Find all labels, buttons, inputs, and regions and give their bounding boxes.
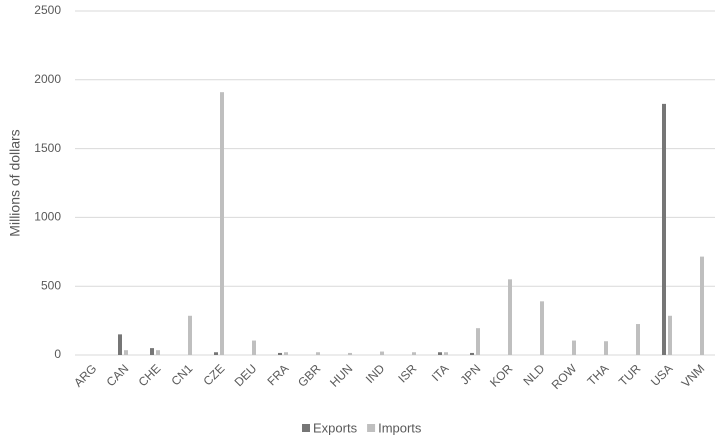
x-tick-label: DEU bbox=[232, 361, 260, 389]
bar bbox=[278, 352, 282, 355]
bar bbox=[412, 352, 416, 355]
y-axis-label: Millions of dollars bbox=[7, 129, 23, 236]
x-tick-label: CN1 bbox=[168, 361, 195, 388]
bar bbox=[572, 340, 576, 355]
x-tick-label: CAN bbox=[104, 361, 132, 389]
x-tick-label: USA bbox=[648, 361, 675, 388]
bar bbox=[662, 103, 666, 355]
legend-label: Exports bbox=[313, 420, 358, 435]
bar bbox=[540, 301, 544, 355]
bar bbox=[604, 341, 608, 355]
bar bbox=[438, 352, 442, 355]
bar bbox=[284, 352, 288, 355]
x-tick-label: TUR bbox=[616, 361, 644, 389]
bar bbox=[124, 350, 128, 355]
y-tick-label: 1500 bbox=[34, 141, 61, 155]
x-tick-label: VNM bbox=[679, 361, 708, 390]
bar bbox=[348, 352, 352, 355]
x-tick-label: NLD bbox=[520, 361, 547, 388]
legend-swatch bbox=[302, 424, 310, 432]
legend-label: Imports bbox=[378, 420, 422, 435]
x-tick-label: ISR bbox=[395, 361, 419, 385]
bar bbox=[188, 315, 192, 355]
x-tick-label: HUN bbox=[327, 361, 355, 389]
x-tick-label: CHE bbox=[136, 361, 164, 389]
bar bbox=[444, 352, 448, 355]
x-tick-label: GBR bbox=[295, 361, 324, 390]
bar bbox=[252, 340, 256, 355]
x-tick-label: CZE bbox=[200, 361, 227, 388]
bar bbox=[470, 352, 474, 355]
x-tick-label: FRA bbox=[264, 361, 291, 388]
x-tick-label: JPN bbox=[457, 361, 483, 387]
y-tick-label: 2500 bbox=[34, 3, 61, 17]
y-tick-label: 500 bbox=[41, 278, 61, 292]
x-tick-label: ARG bbox=[71, 361, 99, 389]
x-tick-label: KOR bbox=[487, 361, 516, 390]
x-tick-label: ITA bbox=[429, 361, 451, 383]
x-tick-label: ROW bbox=[549, 361, 580, 392]
bar bbox=[476, 328, 480, 355]
bar bbox=[700, 256, 704, 355]
y-tick-label: 1000 bbox=[34, 210, 61, 224]
bar bbox=[150, 348, 154, 355]
x-tick-label: IND bbox=[363, 361, 388, 386]
x-tick-label: THA bbox=[584, 361, 611, 388]
bar bbox=[636, 324, 640, 355]
bar bbox=[668, 315, 672, 355]
y-tick-label: 0 bbox=[54, 347, 61, 361]
y-tick-label: 2000 bbox=[34, 72, 61, 86]
bar bbox=[156, 350, 160, 355]
bar bbox=[118, 334, 122, 355]
bar bbox=[316, 352, 320, 355]
legend-swatch bbox=[367, 424, 376, 432]
bar bbox=[220, 92, 224, 356]
bar bbox=[508, 279, 512, 355]
bar bbox=[214, 352, 218, 355]
bar bbox=[380, 351, 384, 355]
